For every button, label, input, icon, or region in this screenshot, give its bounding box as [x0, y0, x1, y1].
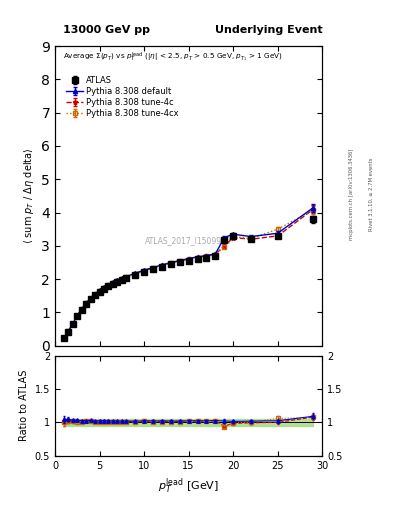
- Y-axis label: Ratio to ATLAS: Ratio to ATLAS: [19, 370, 29, 441]
- X-axis label: $p_T^{\rm lead}$ [GeV]: $p_T^{\rm lead}$ [GeV]: [158, 476, 219, 496]
- Text: Average $\Sigma(p_T)$ vs $p_T^{\rm lead}$ ($|\eta|$ < 2.5, $p_T$ > 0.5 GeV, $p_{: Average $\Sigma(p_T)$ vs $p_T^{\rm lead}…: [63, 51, 283, 64]
- Text: 13000 GeV pp: 13000 GeV pp: [63, 25, 150, 35]
- Text: ATLAS_2017_I1509919: ATLAS_2017_I1509919: [145, 237, 232, 245]
- Legend: ATLAS, Pythia 8.308 default, Pythia 8.308 tune-4c, Pythia 8.308 tune-4cx: ATLAS, Pythia 8.308 default, Pythia 8.30…: [64, 74, 180, 120]
- Y-axis label: $\langle$ sum $p_T$ / $\Delta\eta$ delta$\rangle$: $\langle$ sum $p_T$ / $\Delta\eta$ delta…: [22, 147, 36, 244]
- Text: Underlying Event: Underlying Event: [215, 25, 322, 35]
- Text: mcplots.cern.ch [arXiv:1306.3436]: mcplots.cern.ch [arXiv:1306.3436]: [349, 149, 354, 240]
- Text: Rivet 3.1.10, ≥ 2.7M events: Rivet 3.1.10, ≥ 2.7M events: [369, 158, 374, 231]
